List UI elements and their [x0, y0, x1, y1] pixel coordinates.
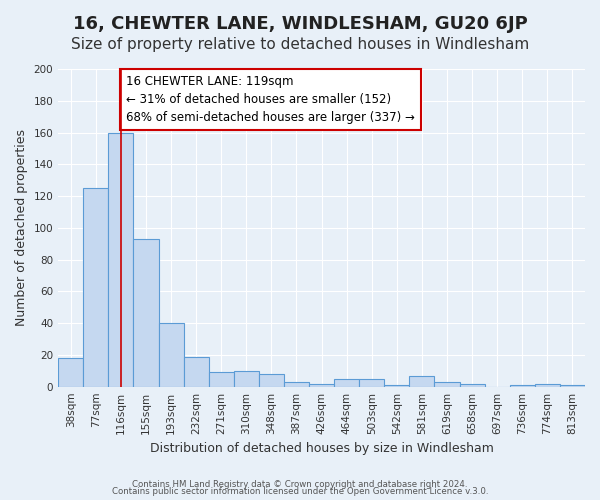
Text: Size of property relative to detached houses in Windlesham: Size of property relative to detached ho…	[71, 38, 529, 52]
Bar	[309, 384, 334, 386]
Bar	[535, 384, 560, 386]
Bar	[158, 323, 184, 386]
Bar	[385, 385, 409, 386]
Bar	[58, 358, 83, 386]
Bar	[334, 378, 359, 386]
Bar	[434, 382, 460, 386]
X-axis label: Distribution of detached houses by size in Windlesham: Distribution of detached houses by size …	[149, 442, 494, 455]
Bar	[460, 384, 485, 386]
Bar	[510, 385, 535, 386]
Bar	[133, 239, 158, 386]
Text: 16 CHEWTER LANE: 119sqm
← 31% of detached houses are smaller (152)
68% of semi-d: 16 CHEWTER LANE: 119sqm ← 31% of detache…	[126, 76, 415, 124]
Bar	[234, 371, 259, 386]
Text: Contains HM Land Registry data © Crown copyright and database right 2024.: Contains HM Land Registry data © Crown c…	[132, 480, 468, 489]
Bar	[284, 382, 309, 386]
Bar	[409, 376, 434, 386]
Text: Contains public sector information licensed under the Open Government Licence v.: Contains public sector information licen…	[112, 487, 488, 496]
Bar	[184, 356, 209, 386]
Text: 16, CHEWTER LANE, WINDLESHAM, GU20 6JP: 16, CHEWTER LANE, WINDLESHAM, GU20 6JP	[73, 15, 527, 33]
Bar	[209, 372, 234, 386]
Bar	[560, 385, 585, 386]
Bar	[359, 378, 385, 386]
Bar	[259, 374, 284, 386]
Bar	[83, 188, 109, 386]
Bar	[109, 132, 133, 386]
Y-axis label: Number of detached properties: Number of detached properties	[15, 130, 28, 326]
